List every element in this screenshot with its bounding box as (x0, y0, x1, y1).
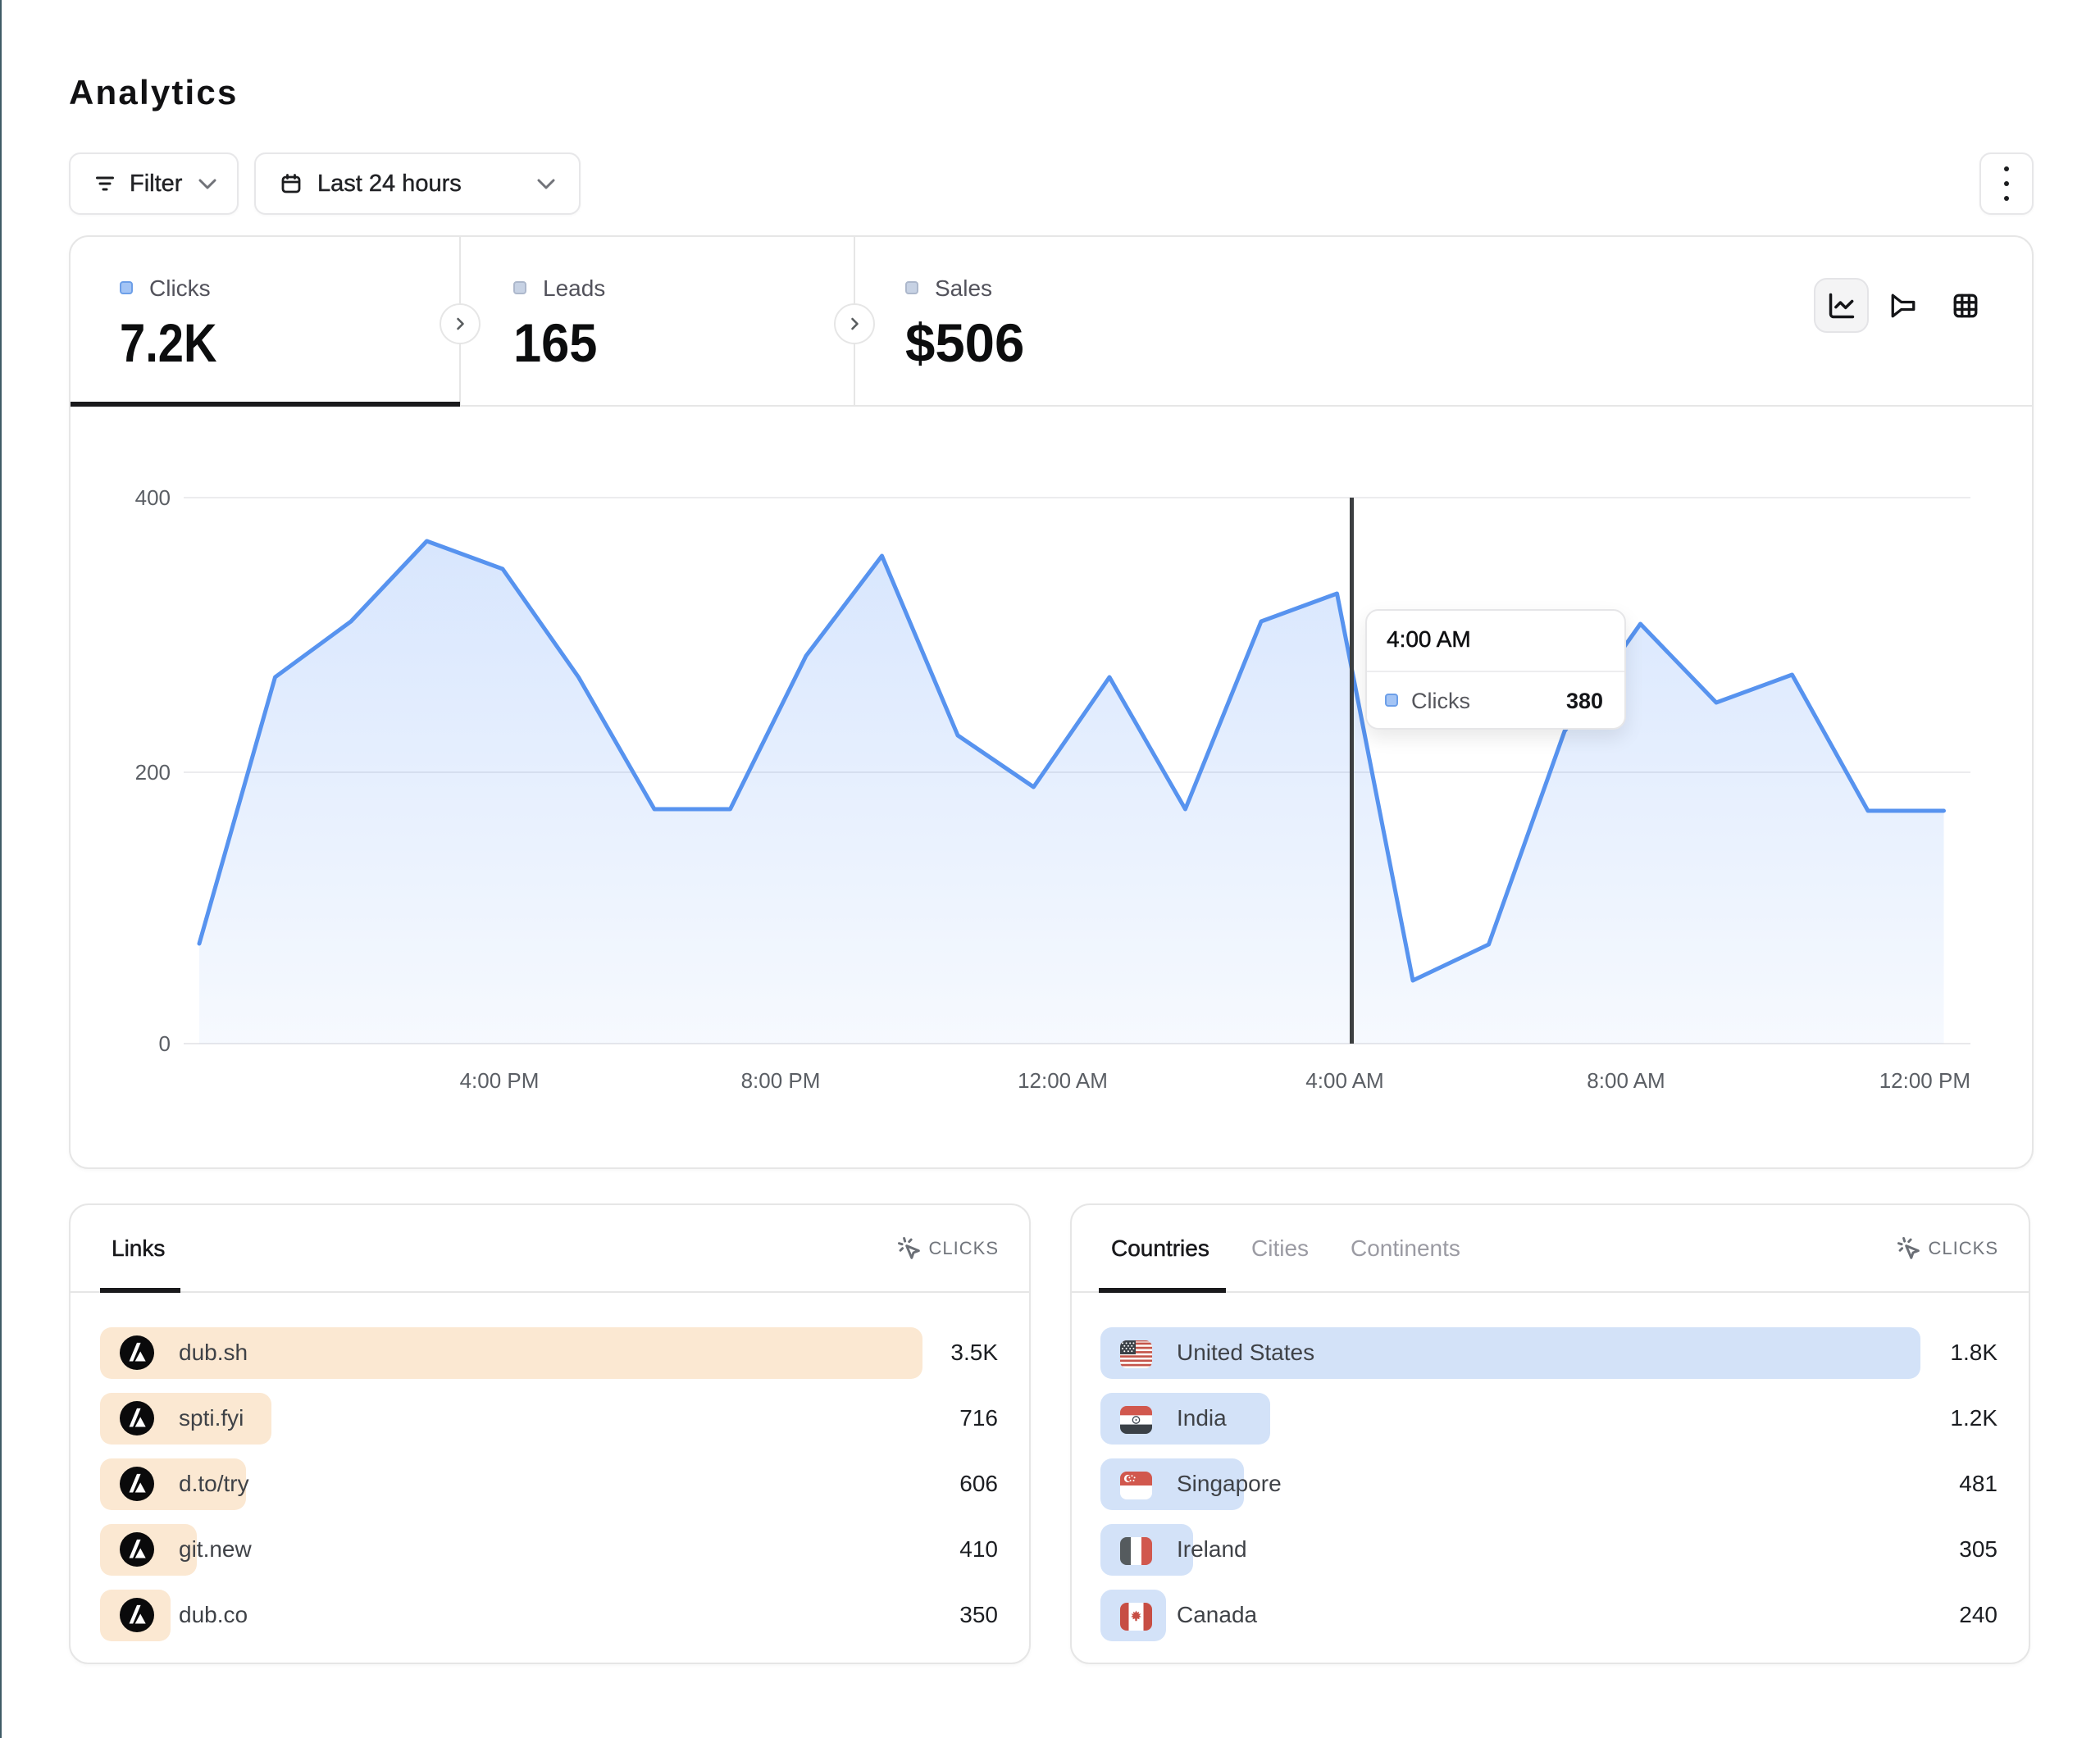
svg-text:4:00 AM: 4:00 AM (1305, 1068, 1383, 1093)
svg-text:12:00 AM: 12:00 AM (1018, 1068, 1108, 1093)
svg-text:12:00 PM: 12:00 PM (1879, 1068, 1970, 1093)
svg-text:8:00 AM: 8:00 AM (1587, 1068, 1665, 1093)
svg-text:8:00 PM: 8:00 PM (741, 1068, 821, 1093)
svg-text:400: 400 (135, 485, 171, 510)
svg-text:200: 200 (135, 760, 171, 785)
svg-text:0: 0 (159, 1031, 171, 1056)
svg-text:4:00 PM: 4:00 PM (460, 1068, 540, 1093)
